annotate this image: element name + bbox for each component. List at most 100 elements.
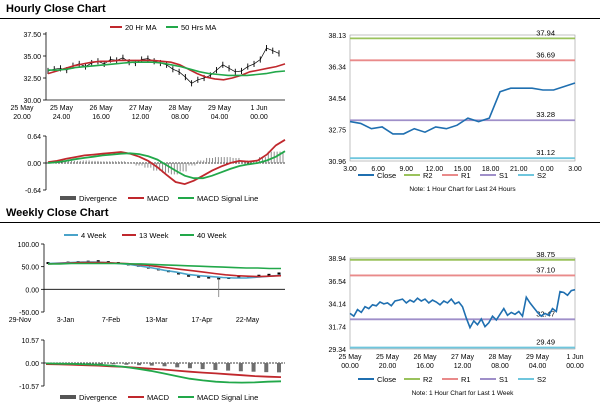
legend-label-0: 4 Week — [81, 231, 107, 240]
x-tick-label-1: 3-Jan — [57, 317, 75, 324]
x-tick-label-5: 29 May — [526, 354, 549, 361]
divergence-bar — [175, 363, 180, 368]
divergence-bar — [251, 363, 256, 372]
y-tick-label-0: 38.13 — [328, 33, 346, 40]
x-tick-label-3: 27 May — [129, 105, 152, 112]
x-tick-sublabel-0: 20.00 — [13, 114, 31, 121]
weekly-section-rule — [0, 222, 600, 223]
x-tick-label-1: 25 May — [376, 354, 399, 361]
hourly-macd-chart: 0.64 0.00 -0.64 Divergence MACD MACD Signal L… — [25, 134, 286, 203]
y-tick-label-4: 30.96 — [328, 159, 346, 166]
legend-label-1: R2 — [423, 171, 433, 180]
y-tick-label-2: -0.64 — [25, 188, 41, 195]
y-tick-label-1: 0.00 — [25, 361, 39, 368]
legend-label-1: MACD — [147, 393, 170, 402]
legend-label-2: R1 — [461, 375, 471, 384]
y-tick-label-1: 36.34 — [328, 64, 346, 71]
level-label-s1: 33.28 — [536, 110, 555, 119]
divergence-bar — [238, 363, 243, 372]
x-tick-label-6: 1 Jun — [566, 354, 583, 361]
x-tick-label-3: 27 May — [451, 354, 474, 361]
divergence-bar — [187, 363, 192, 369]
ma20-line — [47, 59, 286, 81]
legend-label-2: 40 Week — [197, 231, 227, 240]
level-label-r2: 38.75 — [536, 250, 555, 259]
x-tick-sublabel-4: 08.00 — [171, 114, 189, 121]
x-tick-label-7: 0.00 — [540, 166, 554, 173]
x-tick-label-2: 26 May — [90, 105, 113, 112]
divergence-bar — [149, 363, 154, 366]
ma40-line — [48, 262, 281, 270]
weekly-levels-chart: 38.9436.5434.1431.7429.3438.7537.1032.47… — [328, 250, 584, 397]
hourly-levels-chart: 38.13 36.34 34.54 32.75 30.96 37.94 36.69 33.28… — [328, 28, 581, 193]
legend-label-0: Close — [377, 375, 396, 384]
divergence-bar — [277, 363, 281, 373]
macd-signal-line — [45, 362, 282, 384]
divergence-bar — [98, 363, 103, 365]
divergence-bar — [124, 363, 129, 365]
weekly-macd-chart: 10.57 0.00 -10.57 Divergence MACD MACD Signal… — [19, 338, 285, 402]
weekly-section-title: Weekly Close Chart — [6, 207, 109, 219]
legend-label-1: 50 Hrs MA — [181, 23, 216, 32]
x-tick-label-5: 18.00 — [482, 166, 500, 173]
ma13-line — [47, 261, 282, 278]
macd-signal-line — [47, 150, 286, 180]
legend-label-4: S2 — [537, 171, 546, 180]
x-tick-label-6: 1 Jun — [250, 105, 267, 112]
divergence-bar — [111, 363, 116, 365]
x-tick-label-4: 15.00 — [454, 166, 472, 173]
y-tick-label-2: 34.54 — [328, 96, 346, 103]
x-tick-sublabel-1: 20.00 — [379, 363, 397, 370]
x-tick-label-6: 21.00 — [510, 166, 528, 173]
divergence-bar — [264, 363, 269, 373]
x-tick-sublabel-4: 08.00 — [491, 363, 509, 370]
divergence-bar — [226, 363, 231, 371]
legend-label-0: Divergence — [79, 393, 117, 402]
legend-label-0: Divergence — [79, 194, 117, 203]
x-tick-label-3: 12.00 — [426, 166, 444, 173]
y-tick-label-1: 36.54 — [328, 279, 346, 286]
x-tick-sublabel-5: 04.00 — [211, 114, 229, 121]
x-tick-label-0: 25 May — [11, 105, 34, 112]
close-line — [349, 82, 576, 135]
hourly-section-rule — [0, 18, 600, 19]
x-tick-sublabel-3: 12.00 — [454, 363, 472, 370]
legend-label-1: R2 — [423, 375, 433, 384]
legend-label-3: S1 — [499, 171, 508, 180]
y-tick-label-0: 37.50 — [23, 32, 41, 39]
divergence-bar — [162, 363, 167, 367]
y-tick-label-3: 32.75 — [328, 128, 346, 135]
x-tick-label-3: 13-Mar — [145, 317, 168, 324]
macd-line — [47, 139, 286, 186]
y-tick-label-2: 34.14 — [328, 302, 346, 309]
plot-frame — [349, 34, 576, 162]
x-tick-label-2: 26 May — [414, 354, 437, 361]
y-tick-label-0: 38.94 — [328, 256, 346, 263]
legend-label-2: MACD Signal Line — [197, 393, 258, 402]
y-tick-label-0: 10.57 — [21, 338, 39, 345]
y-tick-label-3: 31.74 — [328, 324, 346, 331]
legend-label-1: MACD — [147, 194, 170, 203]
level-label-s2: 29.49 — [536, 338, 555, 347]
y-tick-label-2: 0.00 — [25, 287, 39, 294]
y-tick-label-3: -50.00 — [19, 310, 39, 317]
x-tick-label-0: 29-Nov — [9, 317, 32, 324]
level-label-r2: 37.94 — [536, 28, 555, 37]
x-tick-label-1: 6.00 — [371, 166, 385, 173]
legend-label-2: R1 — [461, 171, 471, 180]
y-tick-label-2: 32.50 — [23, 76, 41, 83]
x-tick-sublabel-0: 00.00 — [341, 363, 359, 370]
legend-label-0: 20 Hr MA — [125, 23, 157, 32]
legend-swatch-0 — [60, 395, 76, 399]
x-tick-label-0: 3.00 — [343, 166, 357, 173]
x-tick-sublabel-2: 16.00 — [92, 114, 110, 121]
level-label-r1: 37.10 — [536, 265, 555, 274]
x-tick-label-0: 25 May — [339, 354, 362, 361]
legend-swatch-0 — [60, 196, 76, 200]
divergence-bar — [137, 363, 142, 366]
y-tick-label-1: 0.00 — [27, 161, 41, 168]
x-tick-sublabel-6: 00.00 — [566, 363, 584, 370]
ma50-line — [48, 61, 286, 77]
level-label-s2: 31.12 — [536, 148, 555, 157]
hourly-price-chart: 20 Hr MA 50 Hrs MA37.5035.0032.5030.0025 … — [11, 23, 286, 121]
